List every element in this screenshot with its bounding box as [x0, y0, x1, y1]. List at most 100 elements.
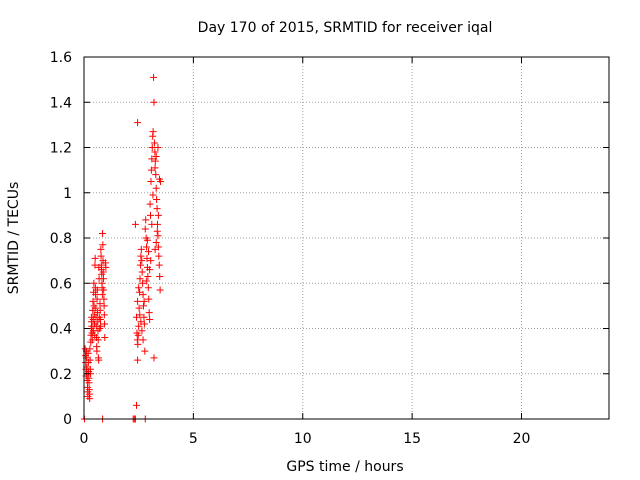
data-point: [151, 245, 159, 253]
data-point: [139, 336, 147, 344]
chart-title: Day 170 of 2015, SRMTID for receiver iqa…: [198, 20, 493, 36]
data-point: [134, 297, 142, 305]
data-point: [86, 345, 94, 353]
data-point: [100, 311, 108, 319]
data-point: [150, 98, 158, 106]
data-point: [144, 272, 152, 280]
data-point: [91, 261, 99, 269]
data-point: [147, 211, 154, 219]
data-point: [145, 248, 153, 256]
data-point: [100, 295, 108, 303]
data-point: [140, 313, 148, 321]
data-point: [137, 245, 145, 253]
ticks-layer: 0 5 10 15 20 0 0.2 0.4 0.6 0.8 1 1.2 1.4 1.6: [50, 50, 609, 447]
data-point: [145, 295, 153, 303]
data-point: [93, 347, 101, 355]
points-layer: [80, 73, 165, 423]
data-point: [99, 268, 107, 276]
data-point: [136, 311, 144, 319]
data-point: [96, 306, 104, 314]
y-tick-label: 0.2: [50, 367, 72, 383]
data-point: [150, 139, 158, 147]
data-point: [93, 295, 101, 303]
data-point: [156, 286, 164, 294]
data-point: [146, 200, 154, 208]
y-tick-label: 1.2: [50, 141, 72, 157]
x-tick-label: 20: [513, 431, 531, 447]
data-point: [86, 395, 94, 403]
data-point: [99, 241, 107, 249]
data-point: [154, 144, 162, 151]
y-axis-label: SRMTID / TECUs: [6, 182, 22, 295]
data-point: [95, 356, 103, 364]
data-point: [135, 304, 143, 312]
data-point: [97, 322, 105, 330]
data-point: [134, 331, 142, 339]
data-point: [88, 336, 96, 344]
data-point: [97, 245, 105, 253]
data-point: [157, 177, 165, 185]
data-point: [97, 252, 105, 260]
data-point: [134, 356, 142, 364]
data-point: [100, 286, 108, 294]
data-point: [134, 119, 142, 127]
y-tick-label: 1.6: [50, 50, 72, 66]
data-point: [149, 128, 157, 136]
data-point: [141, 347, 149, 355]
y-tick-label: 0.8: [50, 231, 72, 247]
data-point: [156, 272, 164, 280]
data-point: [101, 334, 109, 342]
data-point: [140, 297, 148, 305]
data-point: [152, 184, 160, 192]
data-point: [152, 239, 160, 247]
data-point: [86, 356, 94, 364]
data-point: [135, 322, 143, 330]
data-point: [153, 227, 161, 235]
data-point: [90, 279, 98, 287]
data-point: [93, 286, 101, 294]
data-point: [137, 252, 145, 260]
data-point: [89, 297, 97, 305]
data-point: [94, 336, 102, 344]
y-tick-label: 0: [63, 412, 72, 428]
data-point: [99, 275, 107, 283]
data-point: [148, 220, 156, 228]
data-point: [142, 216, 150, 224]
x-axis-label: GPS time / hours: [286, 459, 403, 475]
data-point: [96, 315, 104, 323]
data-point: [143, 236, 151, 244]
data-point: [147, 166, 155, 174]
data-point: [92, 304, 100, 312]
y-tick-label: 1: [63, 186, 72, 202]
data-point: [102, 263, 110, 271]
data-point: [131, 220, 139, 228]
data-point: [153, 205, 161, 213]
data-point: [98, 291, 106, 299]
data-point: [99, 229, 107, 237]
data-point: [139, 291, 147, 299]
data-point: [96, 300, 104, 308]
data-point: [154, 232, 162, 240]
x-tick-label: 10: [294, 431, 312, 447]
data-point: [138, 327, 146, 335]
data-point: [138, 268, 146, 276]
data-point: [140, 302, 147, 310]
data-point: [155, 252, 163, 260]
x-tick-label: 0: [80, 431, 89, 447]
data-point: [150, 73, 158, 81]
data-point: [101, 320, 109, 328]
data-point: [153, 196, 161, 204]
data-point: [138, 257, 146, 265]
x-tick-label: 15: [403, 431, 421, 447]
data-point: [139, 279, 147, 287]
data-point: [143, 254, 151, 262]
data-point: [134, 340, 142, 348]
data-point: [150, 354, 158, 362]
data-point: [142, 277, 150, 285]
data-point: [149, 191, 157, 199]
data-point: [155, 261, 163, 269]
data-point: [147, 177, 155, 185]
data-point: [91, 254, 99, 262]
grid-layer: [84, 57, 609, 419]
